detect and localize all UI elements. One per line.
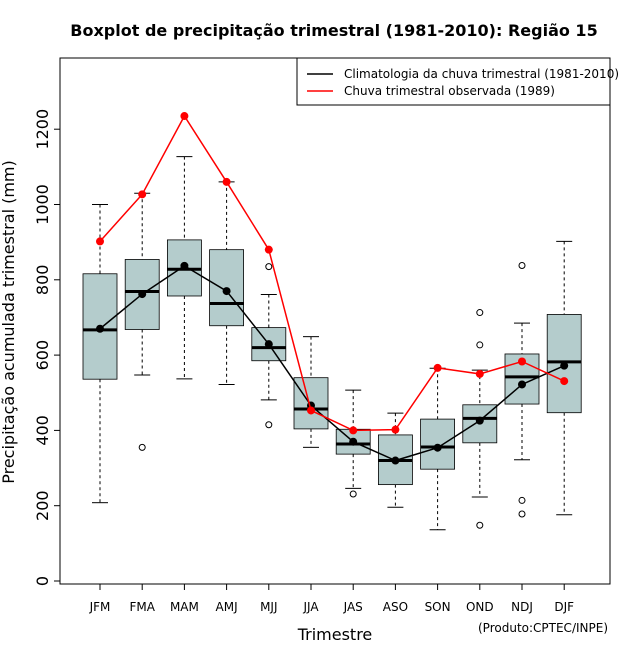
observed-point-OND [475, 369, 484, 378]
observed-point-MAM [180, 112, 189, 121]
observed-point-JFM [96, 237, 104, 246]
legend: Climatologia da chuva trimestral (1981-2… [296, 57, 619, 106]
outlier-point [476, 309, 484, 317]
climatology-point-JFM [96, 324, 104, 333]
observed-point-JAS [349, 426, 358, 435]
x-axis-title: Trimestre [297, 625, 373, 644]
y-axis-title: Precipitação acumulada trimestral (mm) [0, 160, 18, 484]
observed-point-FMA [138, 190, 147, 199]
outlier-point [265, 263, 273, 271]
climatology-point-MAM [180, 261, 189, 270]
box-JJA [293, 336, 329, 448]
climatology-point-ASO [391, 456, 400, 465]
climatology-point-MJJ [264, 340, 273, 349]
outlier-point [265, 421, 273, 429]
climatology-point-NDJ [518, 380, 526, 389]
series-lines [96, 112, 569, 465]
x-tick-label: NDJ [511, 600, 533, 614]
observed-point-AMJ [222, 177, 231, 186]
outlier-point [518, 496, 526, 504]
outlier-point [518, 261, 526, 269]
observed-point-JJA [307, 406, 315, 415]
box-JFM [82, 204, 118, 504]
climatology-point-DJF [560, 361, 569, 370]
climatology-line [99, 264, 565, 462]
x-tick-label: DJF [554, 600, 574, 614]
x-tick-label: JFM [89, 600, 111, 614]
y-tick-label: 400 [33, 415, 52, 446]
boxes [82, 156, 582, 531]
x-tick-label: AMJ [216, 600, 238, 614]
x-axis: JFM FMA MAM AMJ MJJ JJA JAS ASO SON OND NDJ DJF [89, 584, 574, 614]
x-tick-label: MJJ [260, 600, 277, 614]
climatology-point-JAS [349, 437, 358, 446]
observed-line [99, 114, 565, 432]
legend-label-observed: Chuva trimestral observada (1989) [344, 84, 555, 98]
credit-text: (Produto:CPTEC/INPE) [478, 621, 608, 635]
box-FMA [124, 192, 160, 451]
observed-point-NDJ [518, 357, 526, 366]
outlier-point [476, 341, 484, 349]
outlier-point [518, 510, 526, 518]
y-tick-label: 600 [33, 340, 52, 371]
outlier-point [138, 443, 146, 451]
observed-point-ASO [391, 425, 400, 434]
x-tick-label: SON [425, 600, 451, 614]
x-tick-label: ASO [383, 600, 408, 614]
observed-point-SON [433, 363, 442, 372]
climatology-point-SON [433, 443, 442, 452]
y-tick-label: 1200 [33, 109, 52, 150]
y-tick-label: 1000 [33, 184, 52, 225]
climatology-point-AMJ [222, 287, 231, 296]
outlier-point [476, 521, 484, 529]
x-tick-label: FMA [129, 600, 155, 614]
x-tick-label: JAS [343, 600, 363, 614]
legend-box [296, 57, 611, 106]
observed-point-MJJ [264, 245, 273, 254]
legend-label-climatology: Climatologia da chuva trimestral (1981-2… [344, 67, 619, 81]
climatology-point-OND [475, 416, 484, 425]
x-tick-label: MAM [170, 600, 199, 614]
climatology-point-FMA [138, 290, 147, 299]
y-tick-label: 800 [33, 265, 52, 296]
y-tick-label: 0 [33, 576, 52, 586]
box-NDJ [504, 261, 540, 518]
observed-point-DJF [560, 377, 569, 386]
outlier-point [349, 490, 357, 498]
x-tick-label: JJA [302, 600, 319, 614]
chart-title: Boxplot de precipitação trimestral (1981… [70, 21, 597, 40]
y-axis: 0 200 400 600 800 1000 1200 [33, 109, 60, 586]
x-tick-label: OND [466, 600, 494, 614]
y-tick-label: 200 [33, 490, 52, 521]
